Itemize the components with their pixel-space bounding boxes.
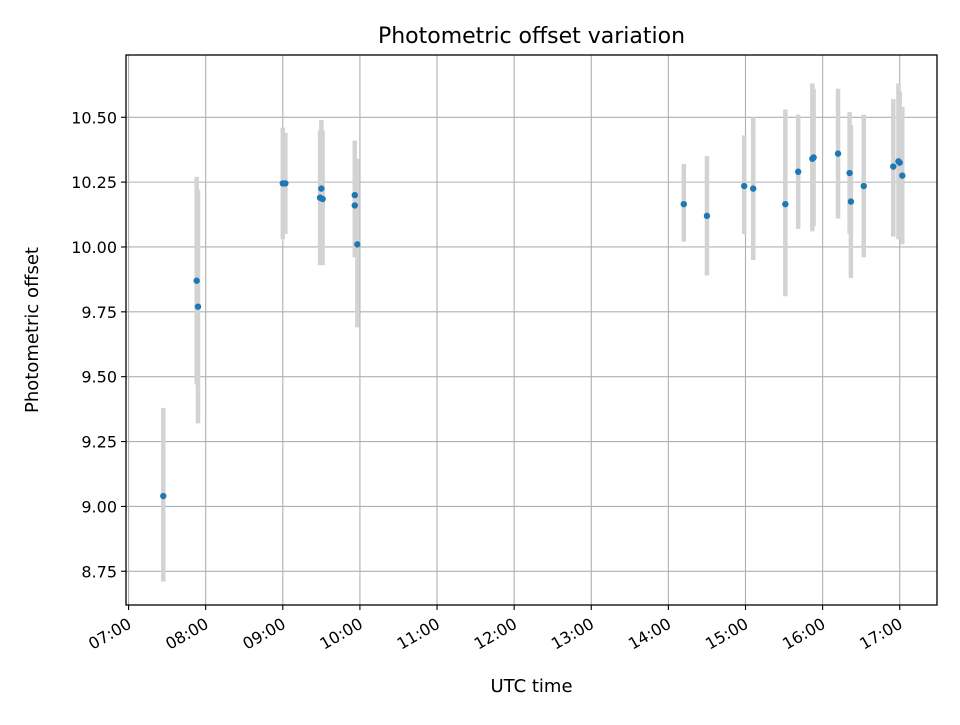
data-points (160, 150, 906, 500)
plot-frame (125, 54, 938, 606)
data-point (896, 159, 903, 166)
y-axis-label: Photometric offset (22, 247, 43, 413)
chart-title: Photometric offset variation (378, 24, 685, 49)
data-point (899, 172, 906, 179)
y-tick-label: 9.75 (81, 303, 117, 322)
data-point (319, 195, 326, 203)
y-tick-label: 9.00 (81, 497, 117, 516)
y-tick-label: 9.25 (81, 433, 117, 452)
data-point (703, 212, 711, 220)
data-point (860, 182, 867, 190)
data-point (680, 200, 688, 208)
data-point (810, 154, 817, 161)
data-point (351, 202, 358, 209)
data-point (160, 492, 167, 500)
data-point (741, 182, 748, 190)
y-axis: 8.75 9.00 9.25 9.50 9.75 10.00 10.25 10.50 (71, 108, 126, 581)
data-point (351, 191, 358, 199)
y-tick-label: 10.50 (71, 108, 117, 127)
y-tick-label: 9.50 (81, 368, 117, 387)
data-point (847, 198, 855, 205)
data-point (846, 169, 853, 177)
data-point (318, 185, 325, 192)
data-point (834, 150, 842, 157)
y-tick-label: 8.75 (81, 562, 117, 581)
data-point (194, 303, 202, 310)
data-point (782, 200, 789, 208)
y-tick-label: 10.00 (71, 238, 117, 257)
data-point (890, 163, 897, 170)
data-point (750, 185, 757, 192)
x-axis-label: UTC time (490, 676, 572, 697)
data-point (794, 168, 802, 175)
data-point (193, 277, 200, 284)
y-tick-label: 10.25 (71, 173, 117, 192)
data-point (282, 180, 289, 187)
data-point (354, 241, 361, 248)
